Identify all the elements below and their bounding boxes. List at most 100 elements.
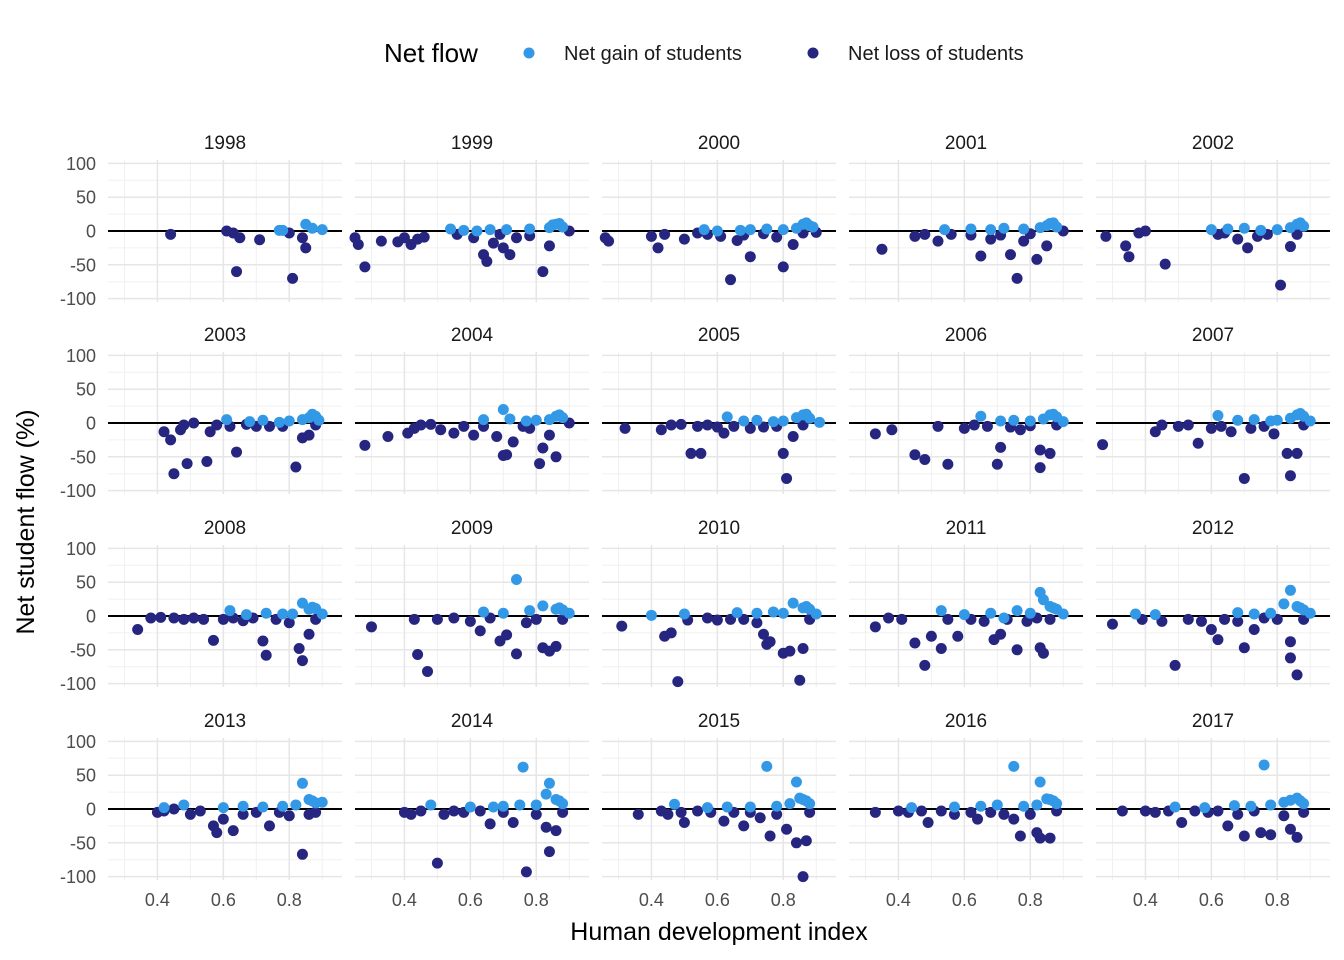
point-net-loss [165, 228, 177, 240]
point-net-loss [692, 805, 704, 817]
point-net-loss [777, 261, 789, 273]
point-net-gain [1228, 800, 1240, 812]
facet-panel-2000: 2000 [599, 133, 836, 302]
point-net-loss [1219, 613, 1231, 625]
legend-loss-label: Net loss of students [848, 43, 1024, 65]
point-net-loss [985, 233, 997, 245]
point-net-loss [283, 810, 295, 822]
point-net-loss [1011, 644, 1023, 656]
facet-title: 2009 [451, 518, 493, 539]
point-net-loss [438, 808, 450, 820]
x-tick-label: 0.8 [524, 890, 549, 910]
point-net-loss [876, 243, 888, 255]
point-net-loss [145, 612, 157, 624]
point-net-loss [1014, 424, 1026, 436]
y-tick-label: 100 [66, 539, 96, 559]
point-net-loss [678, 817, 690, 829]
point-net-loss [501, 629, 513, 641]
point-net-gain [761, 760, 773, 772]
point-net-loss [550, 451, 562, 463]
point-net-gain [1008, 414, 1020, 426]
point-net-loss [487, 237, 499, 249]
legend-title: Net flow [384, 38, 478, 68]
point-net-loss [787, 239, 799, 251]
facet-title: 2008 [204, 518, 246, 539]
x-tick-label: 0.8 [277, 890, 302, 910]
point-net-loss [1291, 228, 1303, 240]
point-net-loss [217, 813, 229, 825]
point-net-gain [306, 222, 318, 234]
point-net-loss [916, 805, 928, 817]
point-net-gain [497, 403, 509, 415]
facet-title: 2015 [698, 711, 740, 732]
point-net-loss [652, 242, 664, 254]
point-net-loss [474, 625, 486, 637]
y-tick-label: 50 [76, 766, 96, 786]
point-net-loss [448, 805, 460, 817]
point-net-loss [909, 230, 921, 242]
point-net-loss [520, 866, 532, 878]
point-net-loss [1041, 240, 1053, 252]
facet-panel-2006: 2006 [849, 325, 1083, 494]
point-net-loss [408, 613, 420, 625]
point-net-gain [995, 415, 1007, 427]
point-net-loss [507, 436, 519, 448]
point-net-gain [1222, 223, 1234, 235]
facet-panel-2014: 2014 0.4 0.6 0.8 [355, 711, 589, 910]
point-net-gain [237, 800, 249, 812]
point-net-loss [468, 429, 480, 441]
point-net-loss [718, 815, 730, 827]
point-net-loss [194, 805, 206, 817]
point-net-loss [1106, 618, 1118, 630]
point-net-loss [1238, 642, 1250, 654]
point-net-loss [178, 613, 190, 625]
point-net-loss [303, 628, 315, 640]
point-net-loss [942, 613, 954, 625]
point-net-loss [701, 612, 713, 624]
point-net-loss [422, 665, 434, 677]
point-net-loss [425, 418, 437, 430]
x-tick-label: 0.6 [458, 890, 483, 910]
point-net-gain [761, 223, 773, 235]
point-net-loss [418, 231, 430, 243]
point-net-gain [1298, 798, 1310, 810]
point-net-gain [530, 799, 542, 811]
point-net-loss [1097, 439, 1109, 451]
point-net-loss [382, 431, 394, 443]
point-net-loss [1284, 652, 1296, 664]
point-net-loss [1242, 242, 1254, 254]
point-net-gain [540, 788, 552, 800]
x-tick-label: 0.6 [211, 890, 236, 910]
point-net-gain [790, 776, 802, 788]
point-net-loss [1225, 426, 1237, 438]
point-net-loss [1284, 241, 1296, 253]
point-net-loss [978, 615, 990, 627]
point-net-gain [731, 607, 743, 619]
point-net-loss [510, 648, 522, 660]
point-net-loss [1149, 426, 1161, 438]
point-net-loss [359, 439, 371, 451]
point-net-gain [1265, 607, 1277, 619]
point-net-gain [510, 573, 522, 585]
point-net-gain [557, 221, 569, 233]
point-net-gain [751, 414, 763, 426]
point-net-gain [277, 608, 289, 620]
point-net-loss [935, 805, 947, 817]
point-net-gain [1248, 608, 1260, 620]
point-net-gain [738, 415, 750, 427]
facet-panel-2008: 2008 100 50 0 -50 -100 [60, 518, 342, 694]
point-net-gain [998, 222, 1010, 234]
point-net-loss [1291, 447, 1303, 459]
point-net-gain [721, 801, 733, 813]
point-net-loss [883, 612, 895, 624]
facet-panels: 1998 100 50 0 -50 -100 1999 2000 2001 2002 2003 100… [60, 133, 1330, 910]
point-net-loss [675, 806, 687, 818]
point-net-loss [1156, 419, 1168, 431]
point-net-loss [1149, 806, 1161, 818]
point-net-gain [316, 796, 328, 808]
point-net-loss [296, 655, 308, 667]
point-net-gain [524, 605, 536, 617]
point-net-loss [975, 250, 987, 262]
point-net-loss [659, 228, 671, 240]
point-net-loss [919, 659, 931, 671]
